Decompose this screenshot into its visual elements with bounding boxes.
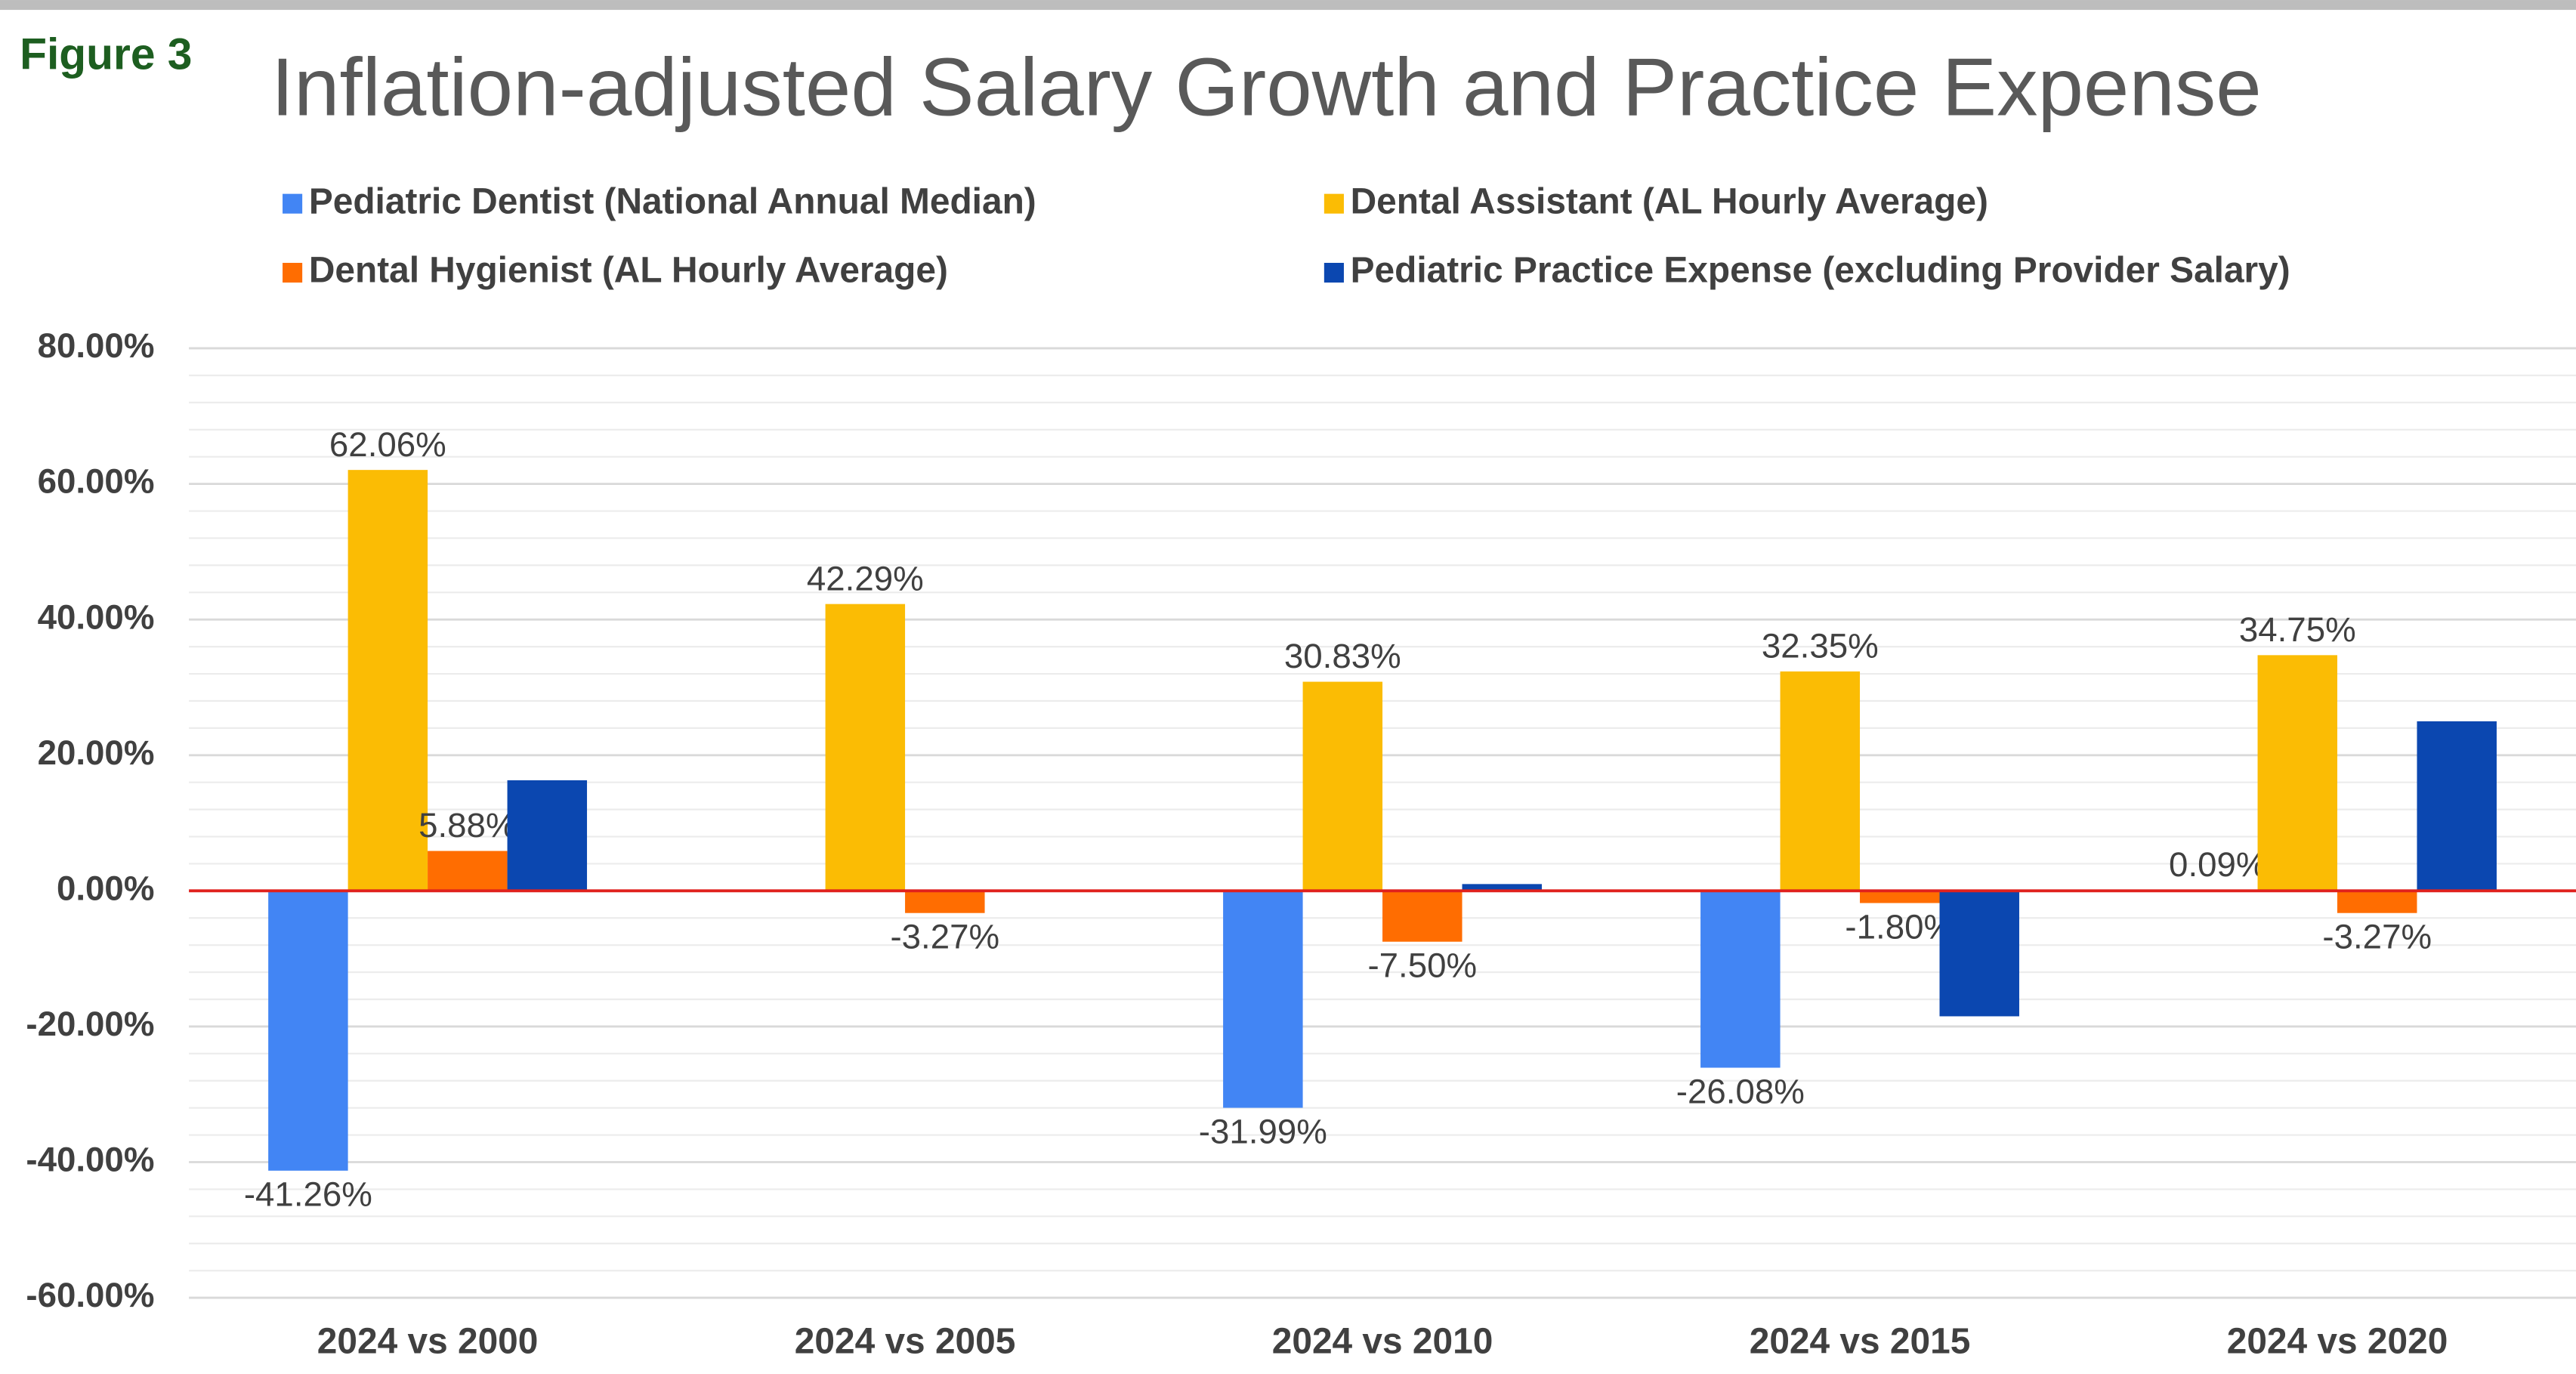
x-tick-label: 2024 vs 2010 — [1272, 1322, 1493, 1362]
bar — [507, 780, 588, 891]
y-tick-label: -20.00% — [26, 1005, 154, 1043]
legend-label: Dental Assistant (AL Hourly Average) — [1351, 181, 1988, 221]
x-tick-label: 2024 vs 2015 — [1750, 1322, 1971, 1362]
bar — [1462, 884, 1542, 891]
data-label: 34.75% — [2239, 610, 2356, 649]
bar — [1780, 671, 1861, 891]
bar — [1860, 891, 1940, 903]
data-label: -31.99% — [1199, 1112, 1327, 1150]
data-label: -7.50% — [1367, 946, 1477, 985]
data-label: 32.35% — [1762, 627, 1879, 665]
legend-label: Pediatric Dentist (National Annual Media… — [309, 181, 1036, 221]
bar — [825, 604, 906, 891]
data-label: -26.08% — [1676, 1072, 1805, 1110]
legend-swatch — [1324, 262, 1344, 283]
data-label: 5.88% — [419, 806, 516, 844]
y-tick-label: 20.00% — [38, 733, 155, 772]
data-label: -3.27% — [2322, 918, 2432, 956]
data-label: 0.09% — [2169, 845, 2266, 884]
legend-label: Pediatric Practice Expense (excluding Pr… — [1351, 251, 2290, 291]
legend-swatch — [283, 193, 303, 214]
bar — [268, 891, 348, 1171]
data-label: -1.80% — [1845, 907, 1954, 946]
x-tick-label: 2024 vs 2000 — [317, 1322, 539, 1362]
y-tick-label: 0.00% — [57, 869, 154, 907]
bar — [2257, 655, 2338, 891]
data-label: -41.26% — [244, 1175, 372, 1214]
data-label: 30.83% — [1284, 637, 1401, 675]
bar — [1382, 891, 1463, 942]
chart-title: Inflation-adjusted Salary Growth and Pra… — [271, 42, 2262, 134]
legend-label: Dental Hygienist (AL Hourly Average) — [309, 251, 948, 291]
figure-label: Figure 3 — [20, 30, 192, 79]
x-tick-label: 2024 vs 2020 — [2227, 1322, 2448, 1362]
y-tick-label: -60.00% — [26, 1276, 154, 1314]
y-tick-label: -40.00% — [26, 1141, 154, 1179]
legend-swatch — [283, 262, 303, 283]
bar — [1223, 891, 1303, 1108]
legend-swatch — [1324, 193, 1344, 214]
y-tick-label: 60.00% — [38, 462, 155, 501]
bar — [1939, 891, 2019, 1017]
bar — [1700, 891, 1781, 1068]
bar — [905, 891, 985, 913]
data-label: 42.29% — [807, 559, 924, 597]
bar — [2417, 721, 2497, 891]
y-tick-label: 40.00% — [38, 597, 155, 636]
data-label: -3.27% — [890, 918, 999, 956]
data-label: 62.06% — [329, 425, 446, 464]
y-tick-label: 80.00% — [38, 326, 155, 365]
bar — [1302, 681, 1383, 891]
x-tick-label: 2024 vs 2005 — [795, 1322, 1016, 1362]
bar — [2337, 891, 2417, 913]
bar — [428, 851, 508, 891]
top-bar — [0, 0, 2576, 11]
bar — [347, 470, 428, 891]
